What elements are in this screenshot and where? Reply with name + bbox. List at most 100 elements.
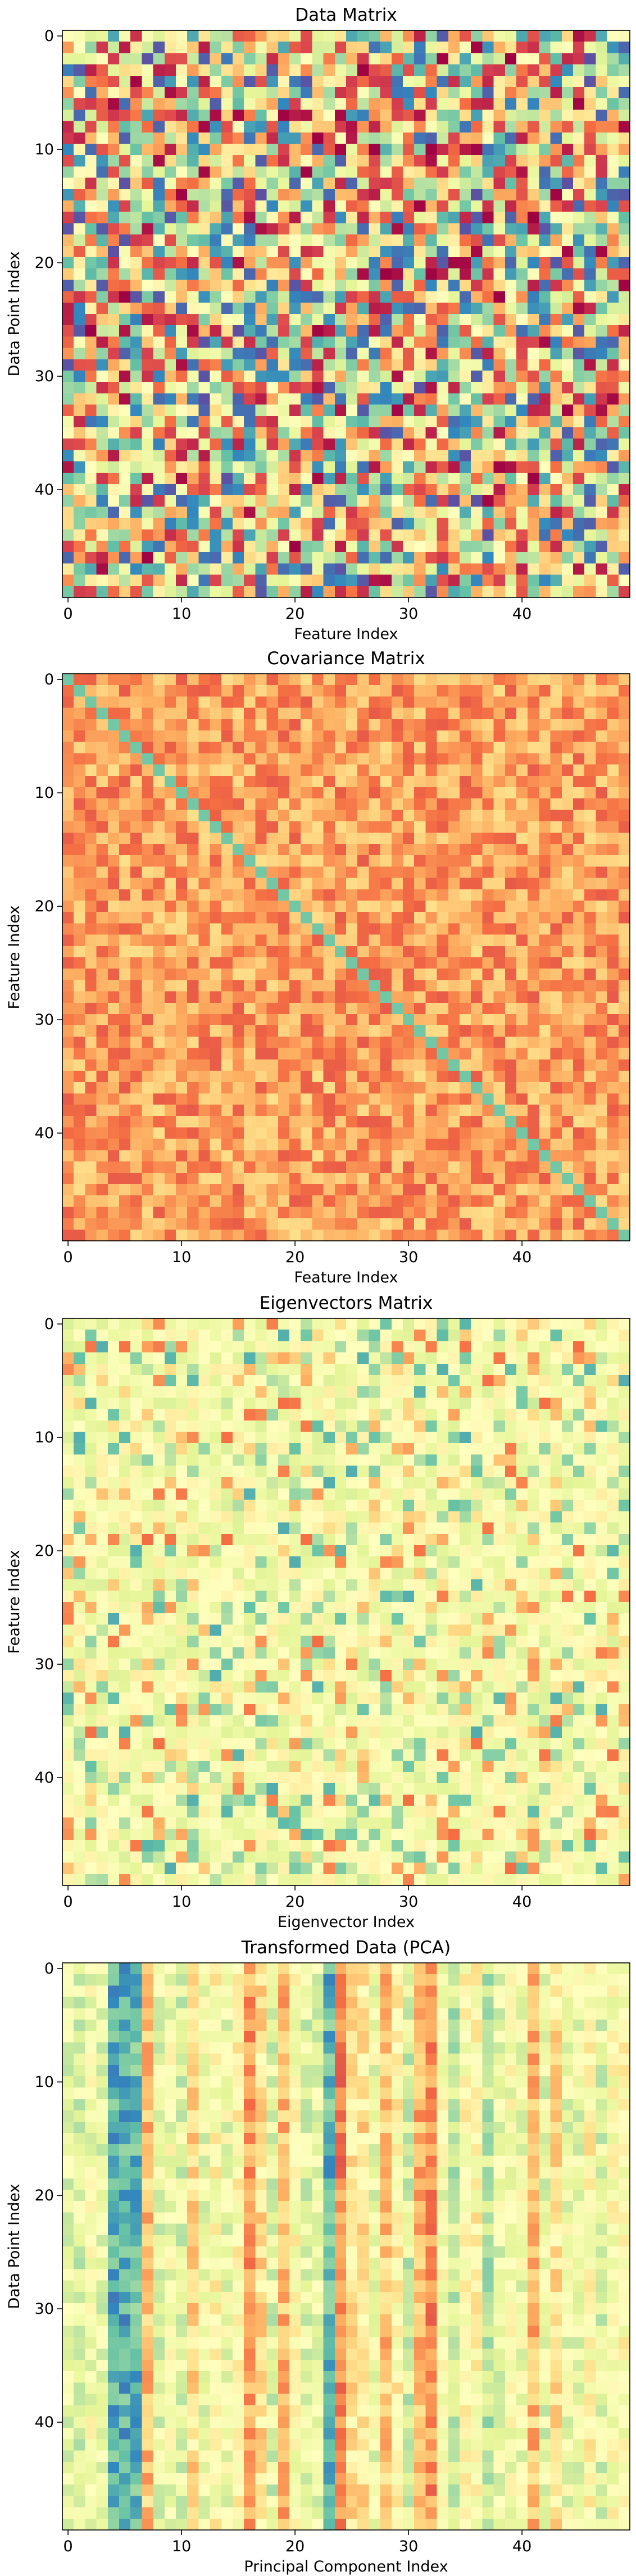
heatmap-cell [210, 866, 222, 879]
heatmap-cell [334, 787, 347, 799]
heatmap-cell [187, 348, 199, 360]
heatmap-cell [198, 314, 211, 326]
heatmap-cell [176, 1002, 188, 1015]
heatmap-cell [85, 1207, 97, 1219]
heatmap-cell [391, 461, 403, 473]
heatmap-cell [107, 719, 120, 731]
heatmap-cell [391, 450, 403, 462]
heatmap-cell [130, 223, 142, 235]
heatmap-cell [244, 1218, 256, 1230]
heatmap-cell [233, 1184, 244, 1196]
heatmap-cell [573, 427, 585, 439]
heatmap-cell [210, 155, 222, 167]
heatmap-cell [528, 742, 539, 753]
heatmap-cell [107, 212, 120, 223]
heatmap-cell [62, 404, 74, 417]
heatmap-cell [528, 764, 539, 777]
heatmap-cell [301, 787, 312, 799]
heatmap-cell [278, 518, 290, 530]
heatmap-cell [550, 382, 562, 394]
heatmap-cell [210, 212, 222, 223]
heatmap-cell [221, 439, 233, 450]
heatmap-cell [391, 1025, 403, 1037]
heatmap-cell [460, 268, 471, 280]
heatmap-cell [62, 696, 74, 709]
heatmap-cell [221, 98, 233, 110]
heatmap-cell [221, 200, 233, 212]
heatmap-cell [210, 991, 222, 1003]
heatmap-cell [425, 109, 438, 122]
heatmap-cell [221, 1218, 233, 1230]
heatmap-cell [425, 787, 438, 799]
heatmap-cell [528, 912, 539, 924]
heatmap-cell [607, 775, 619, 788]
heatmap-cell [289, 855, 301, 867]
heatmap-cell [130, 764, 142, 777]
heatmap-cell [74, 1229, 85, 1241]
heatmap-cell [301, 393, 312, 405]
heatmap-cell [460, 685, 471, 697]
heatmap-cell [210, 348, 222, 360]
heatmap-cell [437, 719, 449, 731]
heatmap-cell [289, 359, 301, 371]
heatmap-cell [221, 855, 233, 867]
heatmap-cell [142, 518, 154, 530]
heatmap-cell [596, 957, 608, 969]
heatmap-cell [198, 1014, 211, 1026]
heatmap-cell [505, 132, 517, 144]
heatmap-cell [528, 291, 539, 303]
heatmap-cell [176, 719, 188, 731]
heatmap-cell [312, 98, 324, 110]
heatmap-cell [460, 957, 471, 969]
heatmap-cell [187, 730, 199, 742]
heatmap-cell [550, 359, 562, 371]
heatmap-cell [312, 75, 324, 88]
heatmap-cell [346, 1139, 358, 1150]
heatmap-cell [96, 574, 108, 587]
heatmap-cell [334, 382, 347, 394]
heatmap-cell [301, 878, 312, 890]
heatmap-cell [266, 586, 279, 598]
heatmap-cell [403, 946, 415, 958]
heatmap-cell [528, 1036, 539, 1049]
heatmap-cell [62, 359, 74, 371]
heatmap-cell [516, 484, 528, 496]
heatmap-cell [516, 506, 528, 519]
heatmap-cell [278, 753, 290, 765]
heatmap-cell [505, 529, 517, 541]
heatmap-cell [561, 1002, 574, 1015]
heatmap-cell [255, 53, 267, 65]
heatmap-cell [221, 844, 233, 856]
heatmap-cell [448, 991, 460, 1003]
heatmap-cell [210, 268, 222, 280]
heatmap-cell [107, 901, 120, 912]
heatmap-cell [539, 832, 551, 844]
heatmap-cell [107, 855, 120, 867]
heatmap-cell [334, 798, 347, 810]
heatmap-cell [334, 245, 347, 258]
heatmap-cell [107, 912, 120, 924]
heatmap-cell [369, 832, 381, 844]
heatmap-cell [119, 98, 131, 110]
heatmap-cell [107, 461, 120, 473]
heatmap-cell [62, 336, 74, 349]
heatmap-cell [346, 439, 358, 450]
heatmap-cell [346, 393, 358, 405]
heatmap-cell [153, 844, 165, 856]
heatmap-cell [85, 439, 97, 450]
heatmap-cell [187, 1229, 199, 1241]
heatmap-cell [482, 1104, 494, 1117]
heatmap-cell [425, 314, 438, 326]
heatmap-cell [323, 53, 335, 65]
heatmap-cell [561, 212, 574, 223]
heatmap-cell [85, 415, 97, 428]
heatmap-cell [414, 64, 426, 76]
heatmap-cell [164, 753, 176, 765]
heatmap-cell [244, 1161, 256, 1173]
heatmap-cell [460, 969, 471, 980]
heatmap-cell [334, 878, 347, 890]
heatmap-cell [369, 336, 381, 349]
heatmap-cell [391, 53, 403, 65]
heatmap-cell [561, 1172, 574, 1185]
heatmap-cell [561, 574, 574, 587]
